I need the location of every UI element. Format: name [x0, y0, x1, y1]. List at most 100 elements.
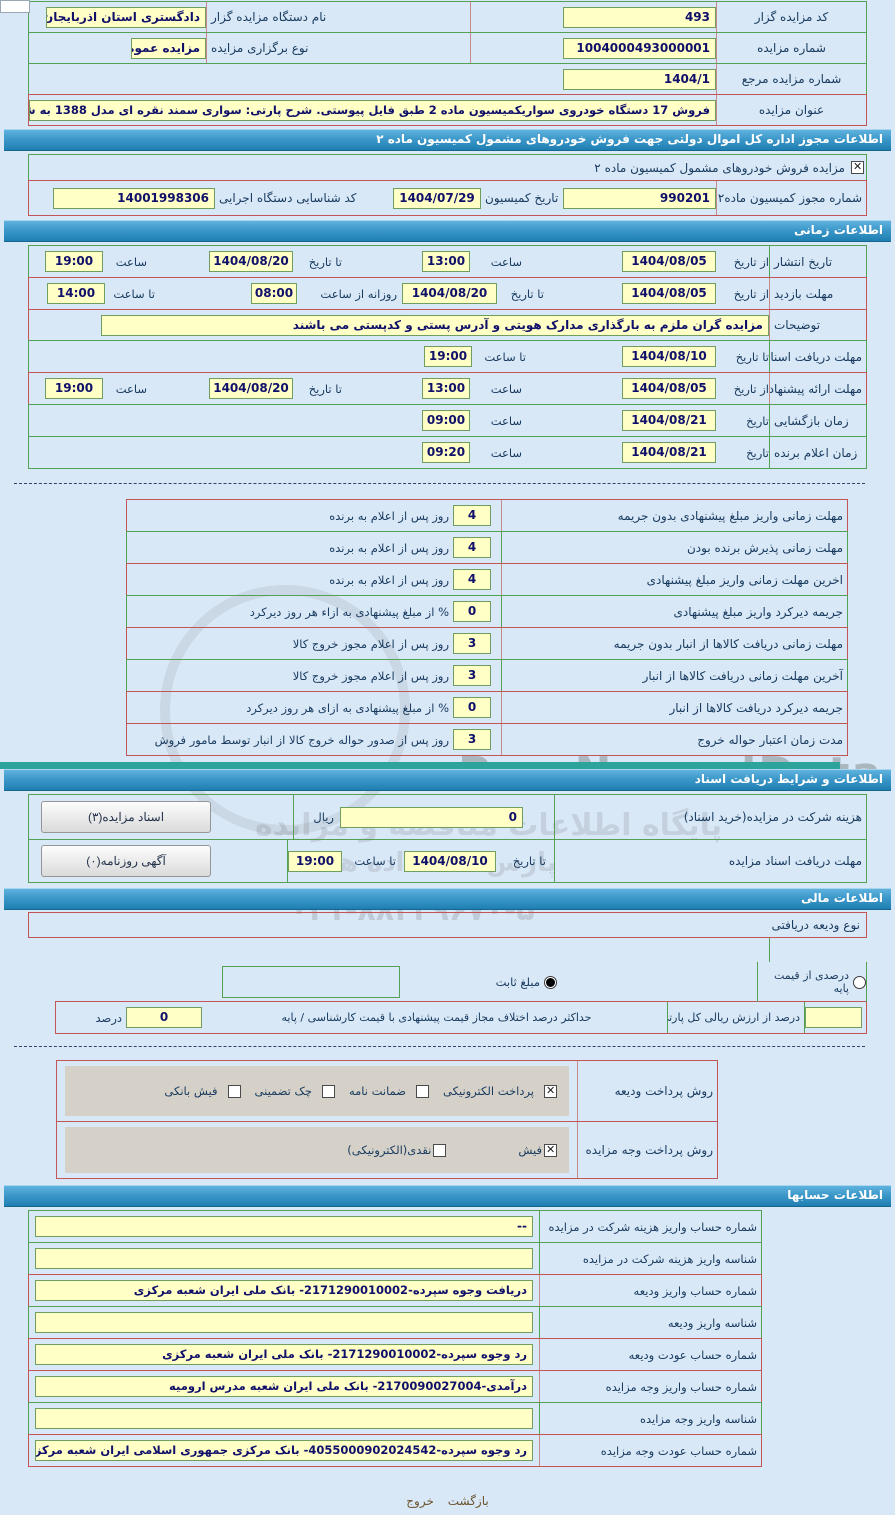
term-suffix: روز پس از اعلام به برنده	[329, 540, 449, 555]
electronic-payment-checkbox[interactable]	[544, 1084, 557, 1098]
auction-payment-options: فیش نقدی(الکترونیکی)	[65, 1127, 569, 1173]
account-input[interactable]: دریافت وجوه سپرده-2171290010002- بانک مل…	[35, 1280, 533, 1301]
row-auction-no: شماره مزایده 1004000493000001 نوع برگزار…	[28, 32, 867, 64]
opening-time-input[interactable]: 09:00	[422, 410, 470, 431]
percent-of-total-input[interactable]	[805, 1007, 862, 1028]
docs-deadline-time-input[interactable]: 19:00	[424, 346, 472, 367]
account-row: شماره حساب واریز هزینه شرکت در مزایده --	[28, 1210, 762, 1243]
publish-to-time-input[interactable]: 19:00	[45, 251, 103, 272]
auction-no-label: شماره مزایده	[716, 33, 866, 63]
financial-gap	[28, 938, 867, 962]
visit-from-date-input[interactable]: 1404/08/05	[622, 283, 716, 304]
offer-to-date-input[interactable]: 1404/08/20	[209, 378, 293, 399]
term-row: مهلت زمانی دریافت کالاها از انبار بدون ج…	[126, 627, 848, 660]
guarantee-checkbox[interactable]	[416, 1084, 430, 1098]
from-date-label: از تاریخ	[733, 381, 769, 396]
auction-no-input[interactable]: 1004000493000001	[563, 37, 716, 59]
accounts-section-header: اطلاعات حسابها	[4, 1185, 891, 1207]
docs-section-header: اطلاعات و شرایط دریافت اسناد	[4, 769, 891, 791]
agency-code-input[interactable]: 14001998306	[53, 187, 215, 209]
account-label: شماره حساب واریز وجه مزایده	[539, 1371, 761, 1402]
slip-checkbox[interactable]	[544, 1143, 557, 1157]
publish-to-date-input[interactable]: 1404/08/20	[209, 251, 293, 272]
deposit-payment-row: روش پرداخت ودیعه پرداخت الکترونیکی ضمانت…	[56, 1060, 718, 1122]
docs-receive-label: مهلت دریافت اسناد مزایده	[554, 840, 866, 882]
from-date-label: از تاریخ	[733, 286, 769, 301]
fixed-amount-radio[interactable]	[544, 975, 557, 989]
to-time-label: ساعت	[115, 254, 147, 269]
term-value-input[interactable]: 4	[453, 505, 491, 526]
winner-date-input[interactable]: 1404/08/21	[622, 442, 716, 463]
certified-cheque-checkbox[interactable]	[321, 1084, 335, 1098]
term-suffix: روز پس از صدور حواله خروج کالا از انبار …	[154, 732, 449, 747]
account-input[interactable]: رد وجوه سپرده-4055000902024542- بانک مرک…	[35, 1440, 533, 1461]
term-value-input[interactable]: 3	[453, 665, 491, 686]
divider-dashed	[14, 483, 865, 484]
visit-to-date-input[interactable]: 1404/08/20	[402, 283, 497, 304]
account-input[interactable]	[35, 1408, 533, 1429]
ref-no-input[interactable]: 1404/1	[563, 68, 716, 90]
auction-docs-button[interactable]: اسناد مزایده(۳)	[41, 801, 211, 833]
permit-checkbox[interactable]	[851, 160, 864, 174]
row-ref-no: شماره مزایده مرجع 1404/1	[28, 63, 867, 95]
notes-input[interactable]: مزایده گران ملزم به بارگذاری مدارک هویتی…	[101, 314, 769, 336]
fee-input[interactable]: 0	[340, 806, 523, 828]
fixed-amount-radio-label: مبلغ ثابت	[495, 975, 540, 989]
cash-electronic-checkbox[interactable]	[433, 1143, 447, 1157]
term-value-input[interactable]: 3	[453, 729, 491, 750]
term-row: مهلت زمانی واریز مبلغ پیشنهادی بدون جریم…	[126, 499, 848, 532]
term-value-input[interactable]: 0	[453, 601, 491, 622]
org-name-label: نام دستگاه مزایده گزار	[206, 2, 471, 32]
account-input[interactable]	[35, 1312, 533, 1333]
date-label: تاریخ	[746, 413, 769, 428]
publish-from-date-input[interactable]: 1404/08/05	[622, 251, 716, 272]
winner-row: زمان اعلام برنده تاریخ 1404/08/21 ساعت 0…	[28, 436, 867, 469]
until-time-label: تا ساعت	[484, 349, 526, 364]
bank-slip-checkbox[interactable]	[227, 1084, 241, 1098]
winner-time-input[interactable]: 09:20	[422, 442, 470, 463]
timing-section-header: اطلاعات زمانی	[4, 220, 891, 242]
exit-link[interactable]: خروج	[406, 1494, 434, 1508]
newspaper-ad-button[interactable]: آگهی روزنامه(۰)	[41, 845, 211, 877]
docs-receive-date-input[interactable]: 1404/08/10	[404, 850, 496, 872]
account-label: شناسه واریز وجه مزایده	[539, 1403, 761, 1434]
term-value-input[interactable]: 4	[453, 569, 491, 590]
account-input[interactable]: رد وجوه سپرده-2171290010002- بانک ملی ای…	[35, 1344, 533, 1365]
corner-fragment	[0, 0, 30, 13]
timing-table: تاریخ انتشار از تاریخ 1404/08/05 ساعت 13…	[28, 245, 867, 469]
term-row: مهلت زمانی پذیرش برنده بودن 4 روز پس از …	[126, 531, 848, 564]
bidder-code-input[interactable]: 493	[563, 6, 716, 28]
opening-date-input[interactable]: 1404/08/21	[622, 410, 716, 431]
account-row: شماره حساب واریز وجه مزایده درآمدی-21700…	[28, 1370, 762, 1403]
docs-receive-time-input[interactable]: 19:00	[288, 850, 342, 872]
org-name-input[interactable]: دادگستری استان اذربایجان غر	[46, 6, 206, 28]
visit-until-time-input[interactable]: 14:00	[47, 283, 105, 304]
account-input[interactable]: --	[35, 1216, 533, 1237]
deposit-payment-label: روش پرداخت ودیعه	[577, 1061, 717, 1121]
term-value-input[interactable]: 3	[453, 633, 491, 654]
account-input[interactable]	[35, 1248, 533, 1269]
offer-from-time-input[interactable]: 13:00	[422, 378, 470, 399]
account-input[interactable]: درآمدی-2170090027004- بانک ملی ایران شعب…	[35, 1376, 533, 1397]
fixed-amount-empty-cell[interactable]	[221, 966, 400, 998]
max-diff-input[interactable]: 0	[126, 1007, 202, 1028]
offer-from-date-input[interactable]: 1404/08/05	[622, 378, 716, 399]
percent-radio[interactable]	[853, 975, 866, 989]
commission-date-input[interactable]: 1404/07/29	[393, 187, 481, 209]
cash-electronic-label: نقدی(الکترونیکی)	[347, 1143, 432, 1157]
auction-type-input[interactable]: مزایده عمومی	[131, 37, 206, 59]
back-link[interactable]: بازگشت	[447, 1494, 489, 1508]
term-row: جریمه دیرکرد واریز مبلغ پیشنهادی 0 % از …	[126, 595, 848, 628]
publish-from-time-input[interactable]: 13:00	[422, 251, 470, 272]
visit-daily-time-input[interactable]: 08:00	[251, 283, 297, 304]
term-suffix: روز پس از اعلام به برنده	[329, 508, 449, 523]
docs-deadline-date-input[interactable]: 1404/08/10	[622, 346, 716, 367]
term-value-input[interactable]: 4	[453, 537, 491, 558]
offer-to-time-input[interactable]: 19:00	[45, 378, 103, 399]
percent-row: درصد از ارزش ریالی کل پارتی حداکثر درصد …	[55, 1001, 867, 1034]
title-input[interactable]: فروش 17 دستگاه خودروی سواریکمیسیون ماده …	[29, 99, 716, 121]
term-value-input[interactable]: 0	[453, 697, 491, 718]
permit-no-input[interactable]: 990201	[563, 187, 716, 209]
guarantee-label: ضمانت نامه	[348, 1084, 407, 1098]
visit-label: مهلت بازدید	[769, 278, 866, 309]
